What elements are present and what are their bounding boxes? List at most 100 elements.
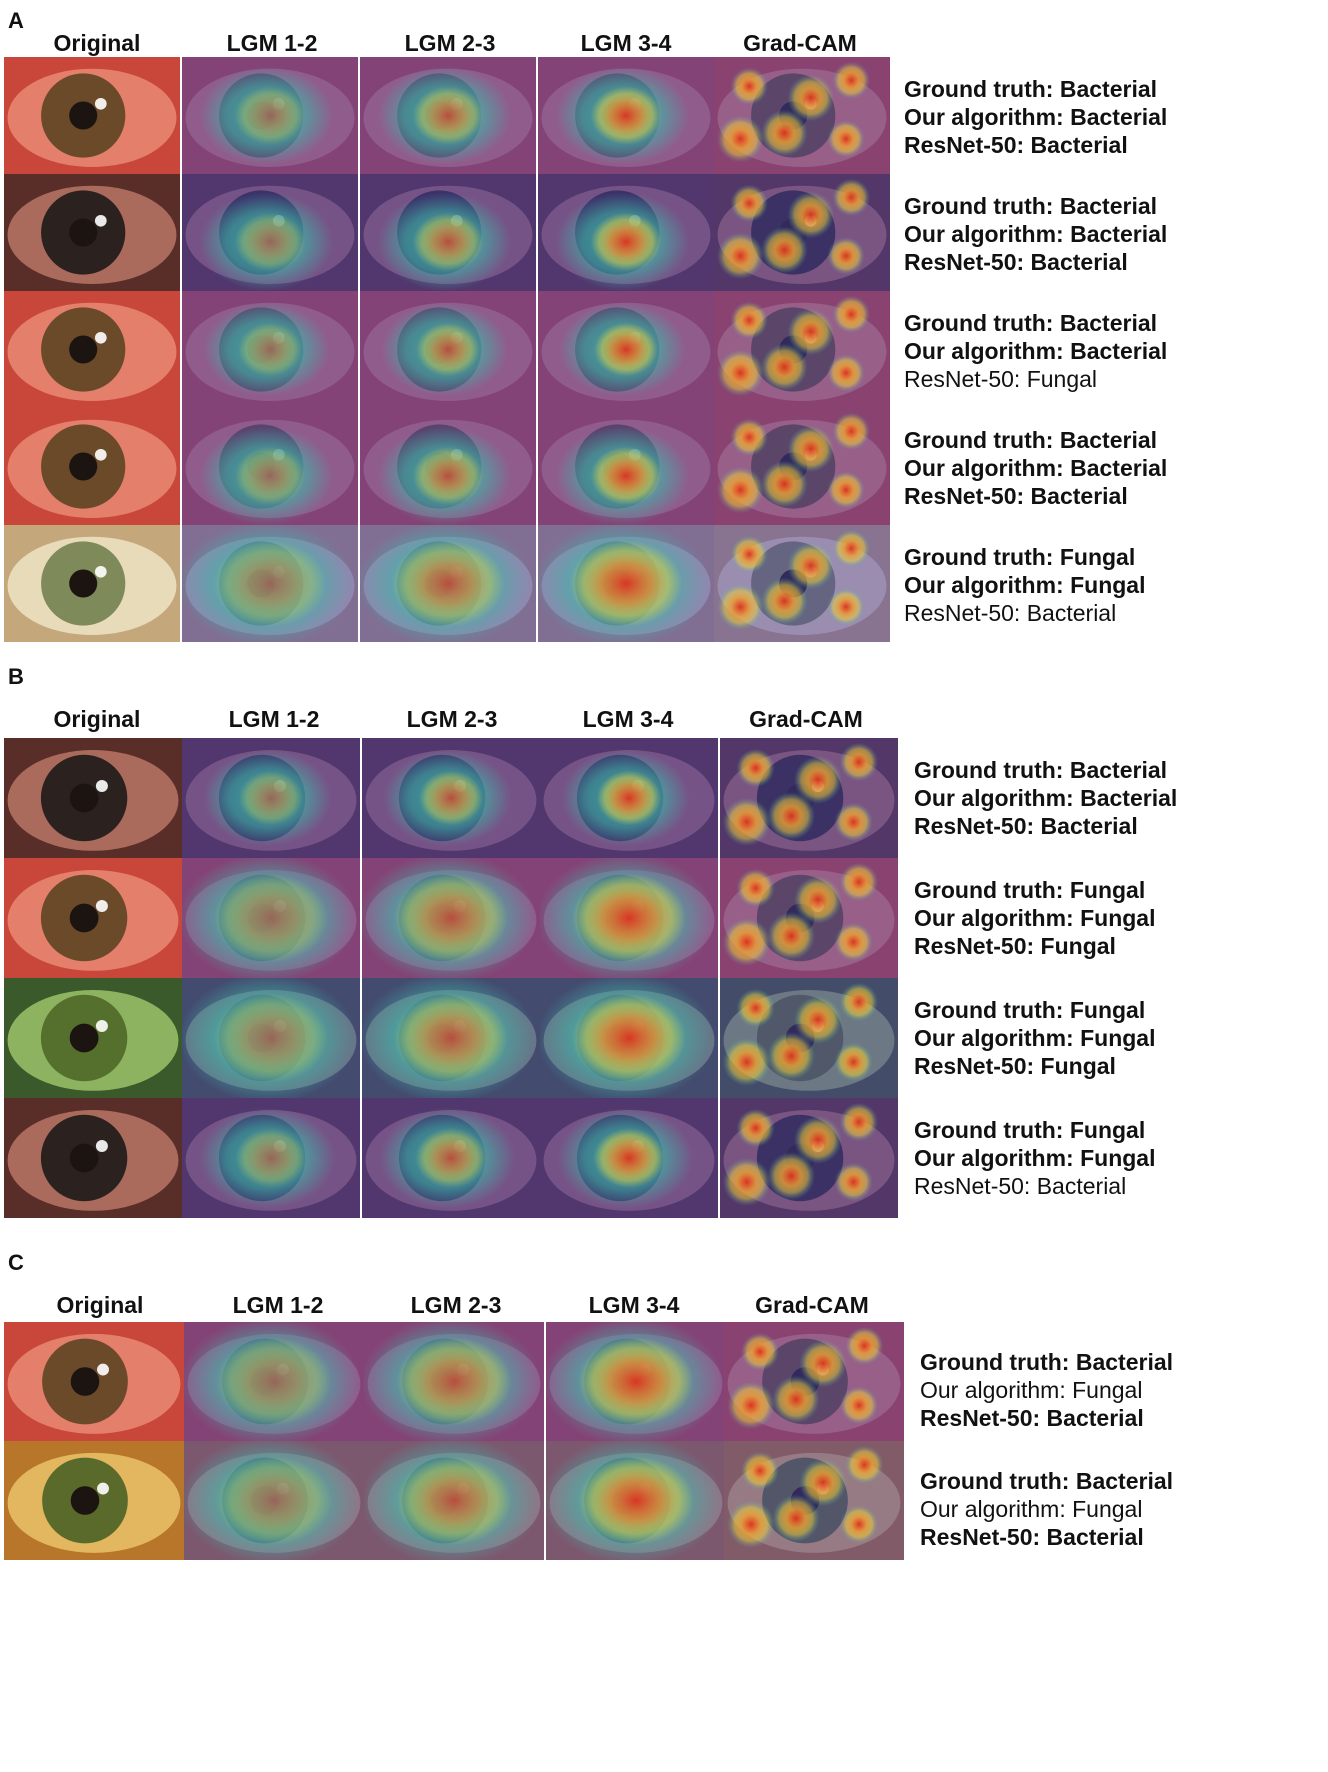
- original-eye-image: [4, 291, 180, 408]
- gradcam-heatmap-image: [720, 858, 898, 978]
- resnet-label: ResNet-50: Bacterial: [904, 249, 1128, 275]
- lgm-heatmap-image: [184, 1441, 364, 1560]
- column-header: LGM 3-4: [580, 30, 672, 56]
- panel-b: B Original LGM 1-2 LGM 2-3 LGM 3-4 Grad-CAM Gr…: [0, 660, 1328, 1380]
- ground-truth-label: Ground truth: Fungal: [914, 997, 1146, 1023]
- ground-truth-label: Ground truth: Bacterial: [920, 1349, 1174, 1375]
- gradcam-heatmap-image: [714, 57, 890, 174]
- gradcam-heatmap-image: [720, 978, 898, 1098]
- original-eye-image: [4, 738, 182, 858]
- resnet-label: ResNet-50: Fungal: [914, 1053, 1116, 1079]
- original-eye-image: [4, 174, 180, 291]
- resnet-label: ResNet-50: Bacterial: [920, 1405, 1144, 1431]
- original-eye-image: [4, 408, 180, 525]
- lgm-heatmap-image: [182, 858, 360, 978]
- lgm-heatmap-image: [538, 174, 714, 291]
- column-header: Original: [53, 706, 141, 732]
- lgm-heatmap-image: [182, 978, 360, 1098]
- lgm-heatmap-image: [538, 408, 714, 525]
- lgm-heatmap-image: [182, 57, 358, 174]
- lgm-heatmap-image: [540, 858, 718, 978]
- column-header: LGM 3-4: [582, 706, 674, 732]
- ground-truth-label: Ground truth: Bacterial: [914, 757, 1168, 783]
- our-algorithm-label: Our algorithm: Fungal: [904, 572, 1146, 598]
- ground-truth-label: Ground truth: Bacterial: [904, 310, 1158, 336]
- column-header: LGM 1-2: [232, 1292, 324, 1318]
- our-algorithm-label: Our algorithm: Bacterial: [904, 455, 1168, 481]
- column-header: Grad-CAM: [743, 30, 857, 56]
- prediction-labels: Ground truth: Bacterial Our algorithm: Ba…: [904, 75, 1167, 159]
- panel-letter: C: [8, 1250, 24, 1275]
- panel-letter: B: [8, 664, 24, 689]
- lgm-heatmap-image: [360, 291, 536, 408]
- column-header: Original: [53, 30, 141, 56]
- gradcam-heatmap-image: [724, 1441, 904, 1560]
- lgm-heatmap-image: [538, 57, 714, 174]
- our-algorithm-label: Our algorithm: Fungal: [920, 1496, 1143, 1522]
- resnet-label: ResNet-50: Bacterial: [914, 1173, 1127, 1199]
- resnet-label: ResNet-50: Bacterial: [904, 483, 1128, 509]
- lgm-heatmap-image: [540, 978, 718, 1098]
- original-eye-image: [4, 1441, 184, 1560]
- ground-truth-label: Ground truth: Fungal: [914, 877, 1146, 903]
- original-eye-image: [4, 1098, 182, 1218]
- lgm-heatmap-image: [364, 1322, 544, 1441]
- column-header: LGM 1-2: [228, 706, 320, 732]
- lgm-heatmap-image: [360, 525, 536, 642]
- lgm-heatmap-image: [546, 1441, 726, 1560]
- lgm-heatmap-image: [182, 1098, 360, 1218]
- original-eye-image: [4, 858, 182, 978]
- prediction-labels: Ground truth: Fungal Our algorithm: Funga…: [914, 876, 1156, 960]
- column-header: LGM 2-3: [410, 1292, 502, 1318]
- resnet-label: ResNet-50: Fungal: [914, 933, 1116, 959]
- prediction-labels: Ground truth: Bacterial Our algorithm: Ba…: [914, 756, 1177, 840]
- lgm-heatmap-image: [182, 738, 360, 858]
- original-eye-image: [4, 978, 182, 1098]
- resnet-label: ResNet-50: Bacterial: [904, 132, 1128, 158]
- column-header: Grad-CAM: [755, 1292, 869, 1318]
- column-header: LGM 2-3: [406, 706, 498, 732]
- our-algorithm-label: Our algorithm: Fungal: [914, 1025, 1156, 1051]
- gradcam-heatmap-image: [714, 174, 890, 291]
- prediction-labels: Ground truth: Bacterial Our algorithm: Ba…: [904, 192, 1167, 276]
- gradcam-heatmap-image: [720, 738, 898, 858]
- our-algorithm-label: Our algorithm: Bacterial: [904, 221, 1168, 247]
- lgm-heatmap-image: [362, 738, 540, 858]
- panel-c: C Original LGM 1-2 LGM 2-3 LGM 3-4 Grad-CAM Gr…: [0, 1240, 1328, 1772]
- ground-truth-label: Ground truth: Bacterial: [904, 193, 1158, 219]
- prediction-labels: Ground truth: Fungal Our algorithm: Funga…: [914, 996, 1156, 1080]
- gradcam-heatmap-image: [714, 291, 890, 408]
- ground-truth-label: Ground truth: Bacterial: [920, 1468, 1174, 1494]
- original-eye-image: [4, 1322, 184, 1441]
- lgm-heatmap-image: [540, 1098, 718, 1218]
- lgm-heatmap-image: [362, 1098, 540, 1218]
- lgm-heatmap-image: [182, 525, 358, 642]
- lgm-heatmap-image: [538, 291, 714, 408]
- original-eye-image: [4, 57, 180, 174]
- column-header: Original: [56, 1292, 144, 1318]
- prediction-labels: Ground truth: Fungal Our algorithm: Funga…: [914, 1116, 1156, 1200]
- panel-a: A Original LGM 1-2 LGM 2-3 LGM 3-4 Grad-CAM Gr…: [0, 0, 1328, 650]
- lgm-heatmap-image: [362, 978, 540, 1098]
- our-algorithm-label: Our algorithm: Fungal: [914, 905, 1156, 931]
- column-header: LGM 2-3: [404, 30, 496, 56]
- our-algorithm-label: Our algorithm: Fungal: [914, 1145, 1156, 1171]
- prediction-labels: Ground truth: Bacterial Our algorithm: Ba…: [904, 309, 1167, 393]
- lgm-heatmap-image: [182, 408, 358, 525]
- gradcam-heatmap-image: [714, 525, 890, 642]
- prediction-labels: Ground truth: Bacterial Our algorithm: Fu…: [920, 1348, 1173, 1432]
- lgm-heatmap-image: [360, 57, 536, 174]
- gradcam-heatmap-image: [714, 408, 890, 525]
- ground-truth-label: Ground truth: Fungal: [914, 1117, 1146, 1143]
- panel-letter: A: [8, 8, 24, 33]
- lgm-heatmap-image: [538, 525, 714, 642]
- ground-truth-label: Ground truth: Bacterial: [904, 76, 1158, 102]
- lgm-heatmap-image: [546, 1322, 726, 1441]
- our-algorithm-label: Our algorithm: Fungal: [920, 1377, 1143, 1403]
- column-header: LGM 1-2: [226, 30, 318, 56]
- lgm-heatmap-image: [182, 174, 358, 291]
- gradcam-heatmap-image: [724, 1322, 904, 1441]
- lgm-heatmap-image: [364, 1441, 544, 1560]
- resnet-label: ResNet-50: Bacterial: [904, 600, 1117, 626]
- column-header: LGM 3-4: [588, 1292, 680, 1318]
